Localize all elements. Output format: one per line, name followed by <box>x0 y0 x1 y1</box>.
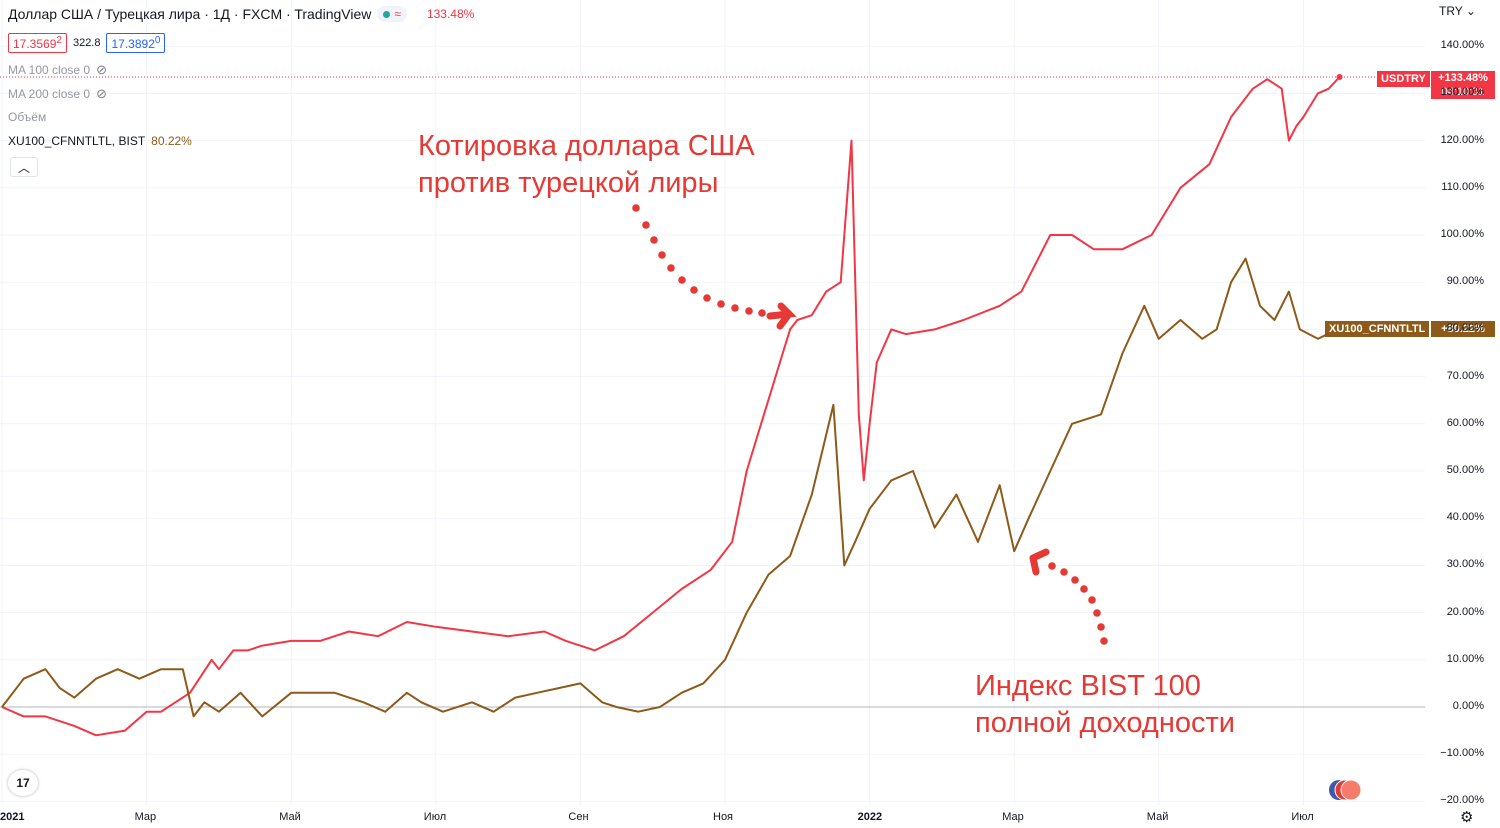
compare-symbol-row[interactable]: XU100_CFNNTLTL, BIST 80.22% <box>8 134 192 148</box>
sell-price-button[interactable]: 17.35692 <box>8 33 67 53</box>
series-line-bist100 <box>1 257 1340 718</box>
usd-arrow-head <box>766 302 797 330</box>
y-tick-label: 30.00% <box>1446 558 1484 571</box>
indicator-label: Объём <box>8 110 47 124</box>
arrow-dot <box>1093 609 1101 617</box>
indicator-label: MA 100 close 0 <box>8 63 91 77</box>
y-tick-label: −10.00% <box>1440 747 1484 760</box>
bist-annotation: Индекс BIST 100 полной доходности <box>975 668 1235 742</box>
x-tick-label: Июл <box>423 811 447 823</box>
x-tick-label: 2021 <box>0 811 25 823</box>
y-tick-label: 50.00% <box>1446 464 1484 476</box>
compare-change: 133.48% <box>426 7 475 21</box>
x-tick-label: Мар <box>1002 811 1024 823</box>
y-tick-label: 90.00% <box>1446 275 1484 288</box>
buy-price-button[interactable]: 17.38920 <box>106 33 166 53</box>
indicator-label: MA 200 close 0 <box>8 87 91 101</box>
market-status[interactable]: ≈ <box>377 6 407 22</box>
collapse-legend-button[interactable]: ︿ <box>10 157 38 177</box>
arrow-dot <box>632 204 640 212</box>
chevron-down-icon: ⌄ <box>1465 4 1476 18</box>
y-tick-label: 130.00% <box>1440 86 1484 99</box>
spread-value: 322.8 <box>72 37 101 49</box>
y-tick-label: 140.00% <box>1440 39 1484 52</box>
arrow-dot <box>667 264 675 272</box>
arrow-dot <box>690 286 698 294</box>
usd-arrow-dots <box>632 204 766 317</box>
bid-ask-row: 17.35692 322.8 17.38920 <box>8 33 166 53</box>
x-tick-label: Сен <box>568 811 589 823</box>
bist-symbol-tag: XU100_CFNNTLTL <box>1325 321 1430 337</box>
tilde-icon: ≈ <box>394 7 401 21</box>
x-tick-label: Май <box>279 811 301 823</box>
usd-symbol-tag: USDTRY <box>1377 71 1430 87</box>
indicator-ma100[interactable]: MA 100 close 0 ⊘ <box>8 62 107 78</box>
y-tick-label: 0.00% <box>1452 700 1484 712</box>
arrow-dot <box>658 251 666 259</box>
usd-annotation: Котировка доллара США против турецкой ли… <box>418 128 755 202</box>
arrow-dot <box>1097 623 1105 631</box>
compare-symbol-label: XU100_CFNNTLTL, BIST <box>8 134 146 148</box>
y-tick-label: 40.00% <box>1446 511 1484 524</box>
x-tick-label: 2022 <box>857 811 883 823</box>
arrow-dot <box>1060 568 1068 576</box>
bist-annotation-line2: полной доходности <box>975 707 1235 739</box>
arrow-dot <box>731 304 739 312</box>
y-tick-label: 100.00% <box>1440 228 1484 240</box>
series-layer <box>1 73 1343 737</box>
bist-value-tag: +80.22% <box>1431 321 1495 337</box>
market-open-icon <box>383 10 391 18</box>
gear-icon[interactable]: ⚙ <box>1460 809 1474 826</box>
chevron-up-icon: ︿ <box>17 160 30 175</box>
arrow-dot <box>703 294 711 302</box>
arrow-dot <box>650 236 658 244</box>
arrow-dot <box>1080 585 1088 593</box>
arrow-dot <box>758 309 766 317</box>
bist-arrow-head <box>1029 548 1050 576</box>
chart-title-row: Доллар США / Турецкая лира · 1Д · FXCM ·… <box>8 6 474 22</box>
y-tick-label: 20.00% <box>1446 605 1484 618</box>
last-point-marker <box>1336 73 1343 80</box>
y-tick-label: −20.00% <box>1440 794 1484 807</box>
arrow-dot <box>1100 637 1108 645</box>
arrow-dot <box>678 276 686 284</box>
arrow-dot <box>1048 562 1056 570</box>
arrow-dot <box>642 221 650 229</box>
tradingview-logo-icon[interactable]: 17 <box>8 770 38 796</box>
series-line-usdtry <box>1 76 1341 737</box>
y-tick-label: 70.00% <box>1446 369 1484 382</box>
chart-grid <box>0 0 1425 805</box>
bist-arrow-dots <box>1048 562 1108 645</box>
arrow-dot <box>745 307 753 315</box>
y-tick-label: 10.00% <box>1446 652 1484 665</box>
usd-value-tag: +133.48% 04:10:31 <box>1431 71 1495 99</box>
us-tr-flag-icon <box>1329 779 1362 801</box>
chart-title: Доллар США / Турецкая лира · 1Д · FXCM ·… <box>8 6 372 22</box>
annotation-arrows <box>632 204 1108 645</box>
x-tick-label: Ноя <box>713 811 734 823</box>
y-tick-label: 60.00% <box>1446 416 1484 429</box>
bist-annotation-line1: Индекс BIST 100 <box>975 670 1201 702</box>
currency-selector[interactable]: TRY ⌄ <box>1439 4 1476 18</box>
y-tick-label: 80.00% <box>1446 322 1484 335</box>
x-tick-label: Июл <box>1291 811 1314 823</box>
usd-annotation-line2: против турецкой лиры <box>418 167 719 199</box>
compare-symbol-value: 80.22% <box>151 134 192 148</box>
arrow-dot <box>717 300 725 308</box>
eye-off-icon[interactable]: ⊘ <box>96 86 107 101</box>
usd-annotation-line1: Котировка доллара США <box>418 130 755 162</box>
y-tick-label: 120.00% <box>1440 133 1484 146</box>
indicator-ma200[interactable]: MA 200 close 0 ⊘ <box>8 86 107 102</box>
indicator-volume[interactable]: Объём <box>8 110 46 124</box>
eye-off-icon[interactable]: ⊘ <box>96 62 107 77</box>
x-tick-label: Май <box>1146 811 1169 823</box>
y-tick-label: 110.00% <box>1441 180 1484 193</box>
arrow-dot <box>1071 576 1079 584</box>
arrow-dot <box>1088 596 1096 604</box>
x-tick-label: Мар <box>134 811 157 823</box>
